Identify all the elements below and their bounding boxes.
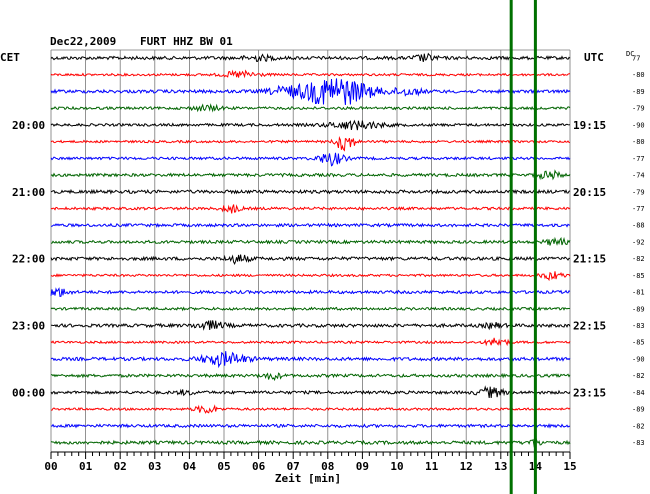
dc-offset-label: -90: [632, 121, 645, 129]
x-tick-label: 04: [183, 460, 197, 473]
x-tick-label: 01: [79, 460, 93, 473]
trace-row-2: [50, 69, 570, 79]
dc-offset-label: -85: [632, 272, 645, 280]
trace-row-10: [50, 204, 571, 214]
left-time-label: 21:00: [12, 186, 45, 199]
x-axis-label: Zeit [min]: [275, 472, 341, 485]
trace-row-13: [50, 254, 571, 265]
left-time-label: 20:00: [12, 119, 45, 132]
x-tick-label: 07: [287, 460, 300, 473]
dc-offset-label: -79: [632, 105, 645, 113]
trace-row-21: [50, 385, 571, 398]
dc-offset-label: -83: [632, 439, 645, 447]
trace-row-20: [50, 372, 571, 382]
trace-row-3: [50, 78, 571, 106]
date-label: Dec22,2009: [50, 35, 116, 48]
dc-offset-label: -92: [632, 238, 645, 246]
dc-offset-label: 77: [632, 55, 640, 63]
dc-offset-label: -83: [632, 322, 645, 330]
right-time-label: 22:15: [573, 320, 606, 333]
trace-row-4: [50, 103, 571, 113]
dc-offset-labels: 77 -80 -89 -79 -90 -80 -77 -74 -79 -77 -88 -92 -82 -8…: [632, 55, 645, 448]
right-time-label: 19:15: [573, 119, 606, 132]
dc-offset-label: -85: [632, 339, 645, 347]
left-time-label: 23:00: [12, 320, 45, 333]
trace-row-18: [50, 337, 571, 347]
dc-offset-label: -89: [632, 88, 645, 96]
dc-offset-label: -80: [632, 138, 645, 146]
trace-row-1: [50, 52, 571, 63]
x-tick-label: 15: [563, 460, 576, 473]
event-markers: [509, 0, 537, 494]
x-tick-label: 10: [390, 460, 403, 473]
trace-row-17: [50, 320, 571, 331]
right-time-labels: 19:15 20:15 21:15 22:15 23:15: [573, 119, 606, 400]
x-tick-label: 00: [44, 460, 57, 473]
trace-row-8: [50, 169, 571, 181]
trace-row-24: [50, 438, 571, 448]
left-time-label: 22:00: [12, 253, 45, 266]
trace-row-16: [50, 306, 571, 312]
x-axis: 00010203040506070809101112131415: [44, 452, 577, 473]
dc-offset-label: -82: [632, 422, 645, 430]
x-tick-label: 13: [494, 460, 507, 473]
dc-offset-label: -74: [632, 172, 645, 180]
dc-offset-label: -84: [632, 389, 645, 397]
left-timezone-label: CET: [0, 51, 20, 64]
dc-label: DC: [626, 50, 634, 58]
trace-row-14: [50, 271, 571, 282]
dc-offset-label: -89: [632, 305, 645, 313]
grid-lines: [50, 49, 571, 453]
x-tick-label: 05: [217, 460, 230, 473]
dc-offset-label: -77: [632, 155, 645, 163]
trace-row-22: [50, 404, 571, 414]
left-time-labels: 20:00 21:00 22:00 23:00 00:00: [12, 119, 45, 400]
dc-offset-label: -81: [632, 289, 645, 297]
dc-offset-label: -82: [632, 255, 645, 263]
dc-offset-label: -80: [632, 71, 645, 79]
right-time-label: 21:15: [573, 253, 606, 266]
x-tick-label: 02: [114, 460, 127, 473]
x-tick-label: 03: [148, 460, 161, 473]
x-tick-label: 12: [460, 460, 473, 473]
right-timezone-label: UTC: [584, 51, 604, 64]
dc-offset-label: -88: [632, 222, 645, 230]
x-tick-label: 09: [356, 460, 369, 473]
trace-row-7: [50, 152, 571, 167]
trace-row-23: [50, 423, 571, 429]
right-time-label: 23:15: [573, 386, 606, 399]
dc-offset-label: -82: [632, 372, 645, 380]
trace-row-6: [50, 135, 571, 152]
station-label: FURT HHZ BW 01: [140, 35, 233, 48]
trace-row-19: [50, 351, 571, 369]
dc-offset-label: -77: [632, 205, 645, 213]
trace-row-5: [50, 119, 571, 131]
dc-offset-label: -90: [632, 355, 645, 363]
dc-offset-label: -79: [632, 188, 645, 196]
trace-row-12: [50, 236, 571, 246]
trace-row-11: [51, 222, 571, 228]
x-tick-label: 11: [425, 460, 439, 473]
right-time-label: 20:15: [573, 186, 606, 199]
trace-row-15: [50, 287, 571, 297]
x-tick-label: 08: [321, 460, 334, 473]
x-tick-label: 06: [252, 460, 266, 473]
left-time-label: 00:00: [12, 386, 45, 399]
dc-offset-label: -89: [632, 406, 645, 414]
trace-row-9: [50, 188, 571, 195]
traces: [50, 52, 571, 448]
